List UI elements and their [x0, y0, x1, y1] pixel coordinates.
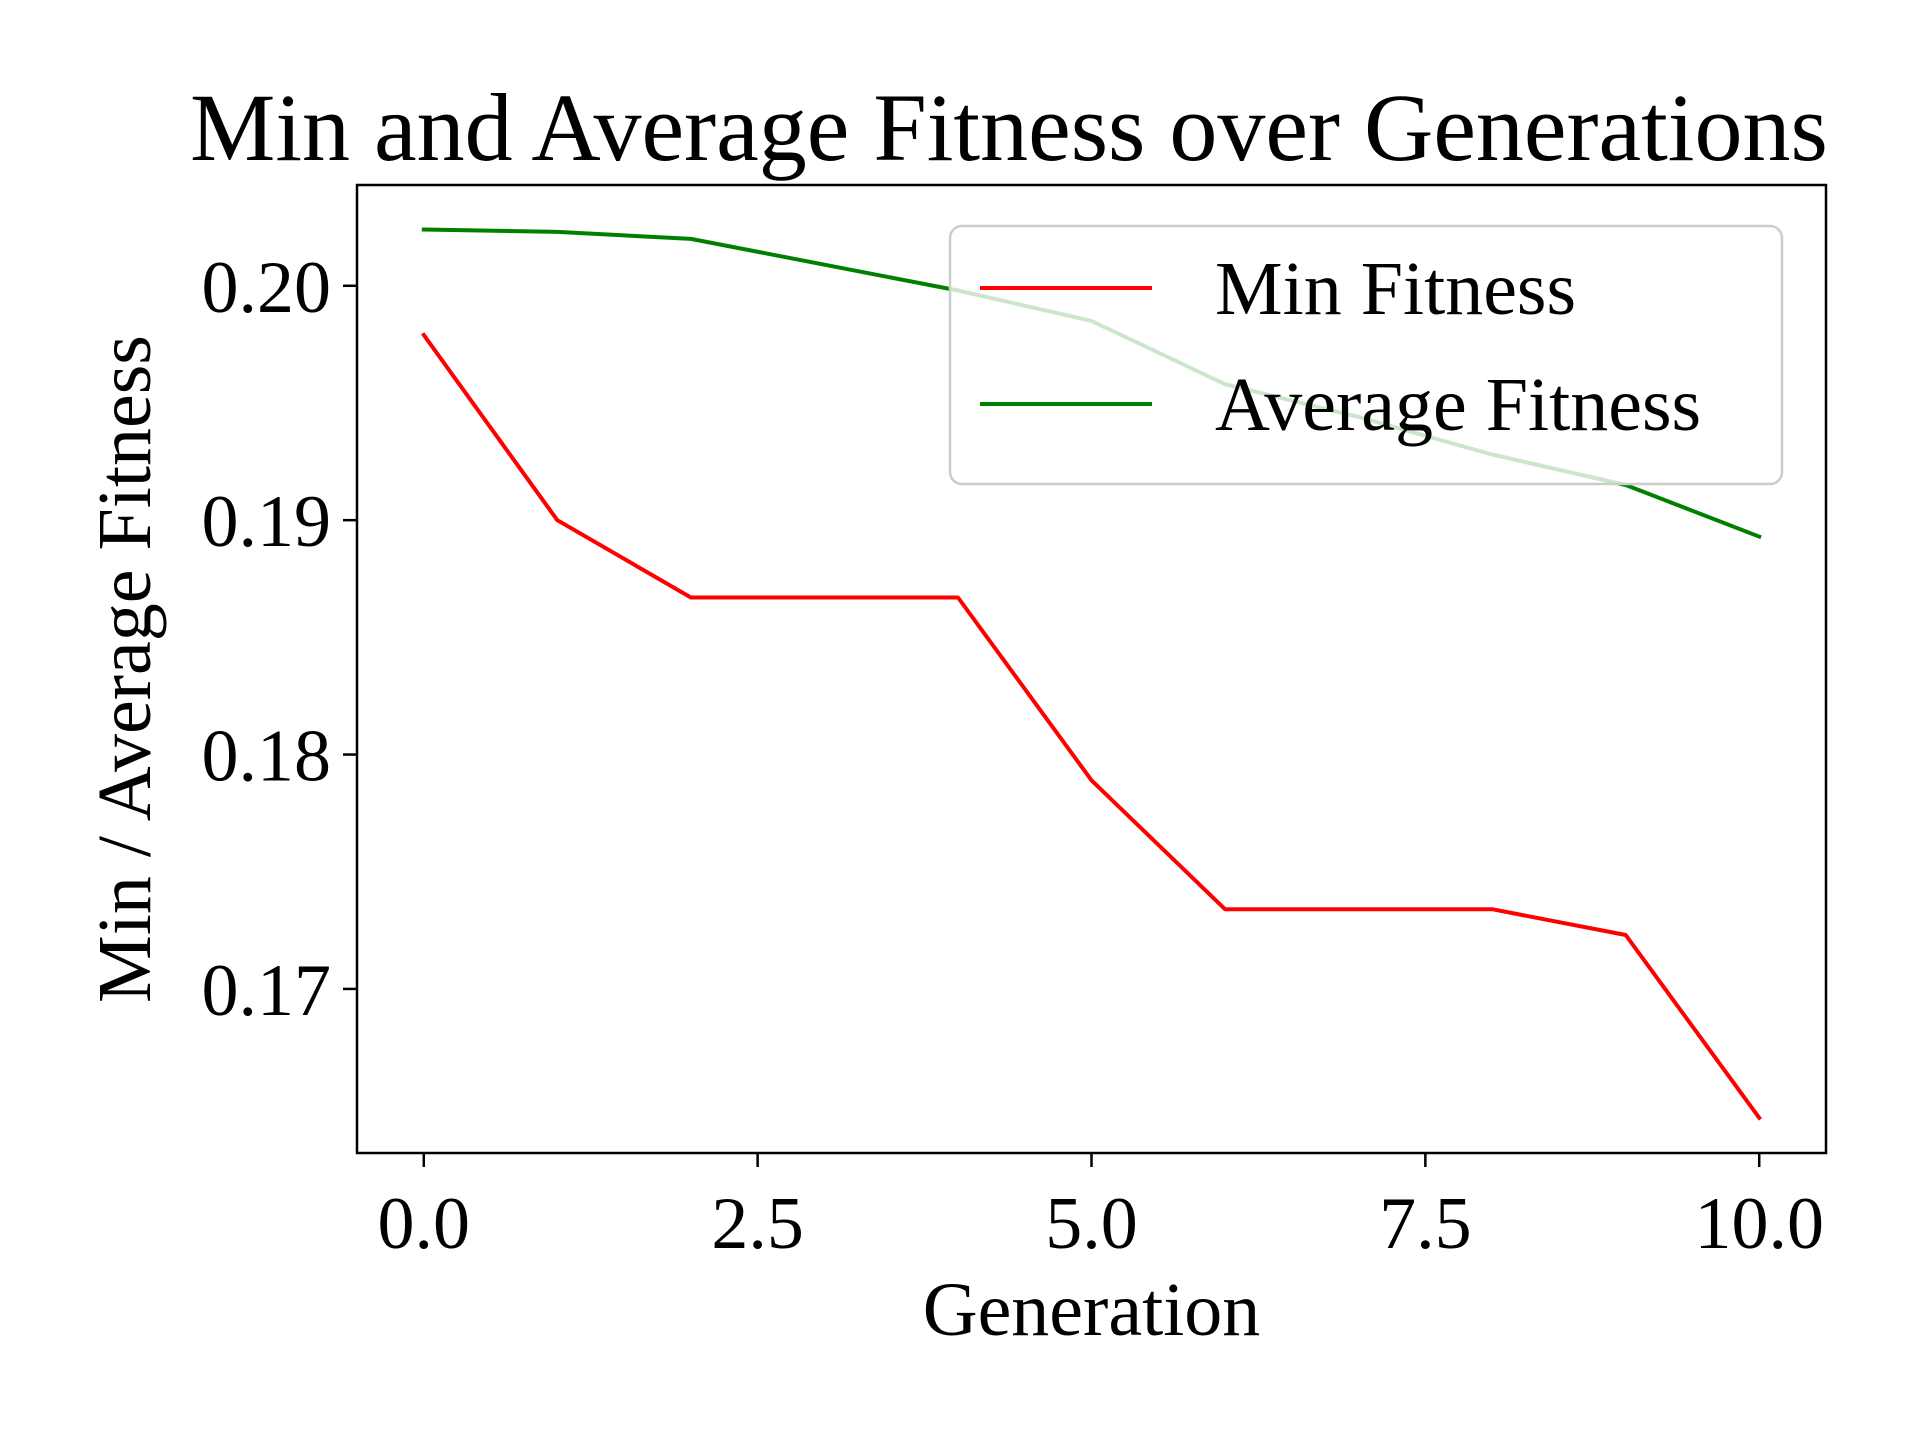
y-tick-label: 0.19 — [202, 481, 332, 563]
x-tick-label: 0.0 — [378, 1183, 471, 1265]
x-tick-label: 2.5 — [711, 1183, 804, 1265]
x-axis-label: Generation — [923, 1268, 1261, 1352]
y-axis: 0.17 0.18 0.19 0.20 — [202, 247, 357, 1032]
legend: Min Fitness Average Fitness — [948, 224, 1784, 486]
legend-box — [948, 224, 1784, 486]
series-line-min-fitness — [421, 332, 1762, 1121]
legend-label-min-fitness: Min Fitness — [1215, 247, 1576, 331]
x-tick-label: 10.0 — [1694, 1183, 1824, 1265]
x-tick-label: 5.0 — [1045, 1183, 1138, 1265]
chart-title: Min and Average Fitness over Generations — [190, 74, 1828, 181]
x-tick-label: 7.5 — [1379, 1183, 1472, 1265]
legend-label-average-fitness: Average Fitness — [1215, 363, 1701, 447]
x-axis: 0.0 2.5 5.0 7.5 10.0 — [378, 1153, 1824, 1265]
y-tick-label: 0.20 — [202, 247, 332, 329]
y-axis-label: Min / Average Fitness — [83, 335, 167, 1003]
y-tick-label: 0.17 — [202, 950, 332, 1032]
y-tick-label: 0.18 — [202, 716, 332, 798]
